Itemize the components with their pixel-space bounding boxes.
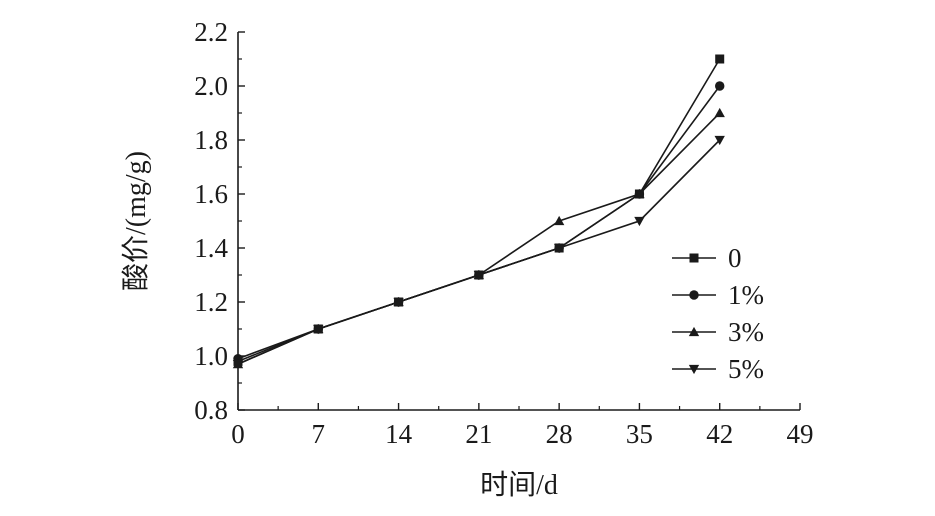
x-tick-label: 42 (706, 419, 733, 449)
x-axis-title: 时间/d (480, 469, 558, 501)
x-tick-label: 28 (546, 419, 573, 449)
data-point (232, 359, 244, 370)
y-tick-label: 1.8 (194, 125, 228, 155)
data-point (714, 135, 725, 146)
data-point (714, 107, 725, 118)
legend-marker (689, 253, 699, 263)
legend: 0 1% 3% 5% (672, 243, 764, 384)
x-tick-label: 7 (312, 419, 326, 449)
data-point (715, 54, 725, 64)
legend-label: 1% (728, 280, 764, 310)
x-tick-label: 21 (465, 419, 492, 449)
y-tick-label: 2.2 (194, 17, 228, 47)
legend-label: 3% (728, 317, 764, 347)
legend-label: 0 (728, 243, 742, 273)
series-line (237, 139, 721, 365)
legend-item: 0 (672, 243, 742, 273)
series-line (237, 85, 721, 360)
series-line (237, 112, 721, 365)
y-tick-label: 0.8 (194, 395, 228, 425)
y-tick-label: 1.4 (194, 233, 228, 263)
y-tick-label: 1.2 (194, 287, 228, 317)
legend-item: 3% (672, 317, 764, 347)
data-point (553, 243, 565, 254)
legend-label: 5% (728, 354, 764, 384)
legend-item: 5% (672, 354, 764, 384)
y-tick-label: 1.0 (194, 341, 228, 371)
data-point (634, 188, 645, 199)
y-axis-title: 酸价/(mg/g) (120, 151, 152, 291)
data-point (553, 215, 565, 226)
x-tick-label: 14 (385, 419, 413, 449)
series-3 (232, 107, 725, 369)
data-point (634, 216, 645, 227)
series-4 (232, 135, 725, 370)
axes-layer (237, 32, 800, 411)
data-point (714, 81, 725, 91)
data-point (473, 270, 485, 281)
y-tick-label: 2.0 (194, 71, 228, 101)
y-tick-label: 1.6 (194, 179, 228, 209)
ticks-layer: 0 7 14 21 28 35 42 49 0.8 1.0 1.2 1.4 1.6 1.8 2.0 2.2 (194, 17, 813, 449)
legend-item: 1% (672, 280, 764, 310)
data-point (393, 297, 404, 308)
x-tick-label: 49 (787, 419, 814, 449)
series-line (237, 58, 721, 363)
series-layer (232, 54, 725, 370)
x-tick-label: 0 (231, 419, 245, 449)
x-tick-label: 35 (626, 419, 653, 449)
legend-marker (689, 290, 699, 300)
series-2 (233, 81, 725, 364)
legend-marker (688, 364, 700, 375)
data-point (313, 324, 324, 335)
legend-marker (688, 326, 700, 337)
